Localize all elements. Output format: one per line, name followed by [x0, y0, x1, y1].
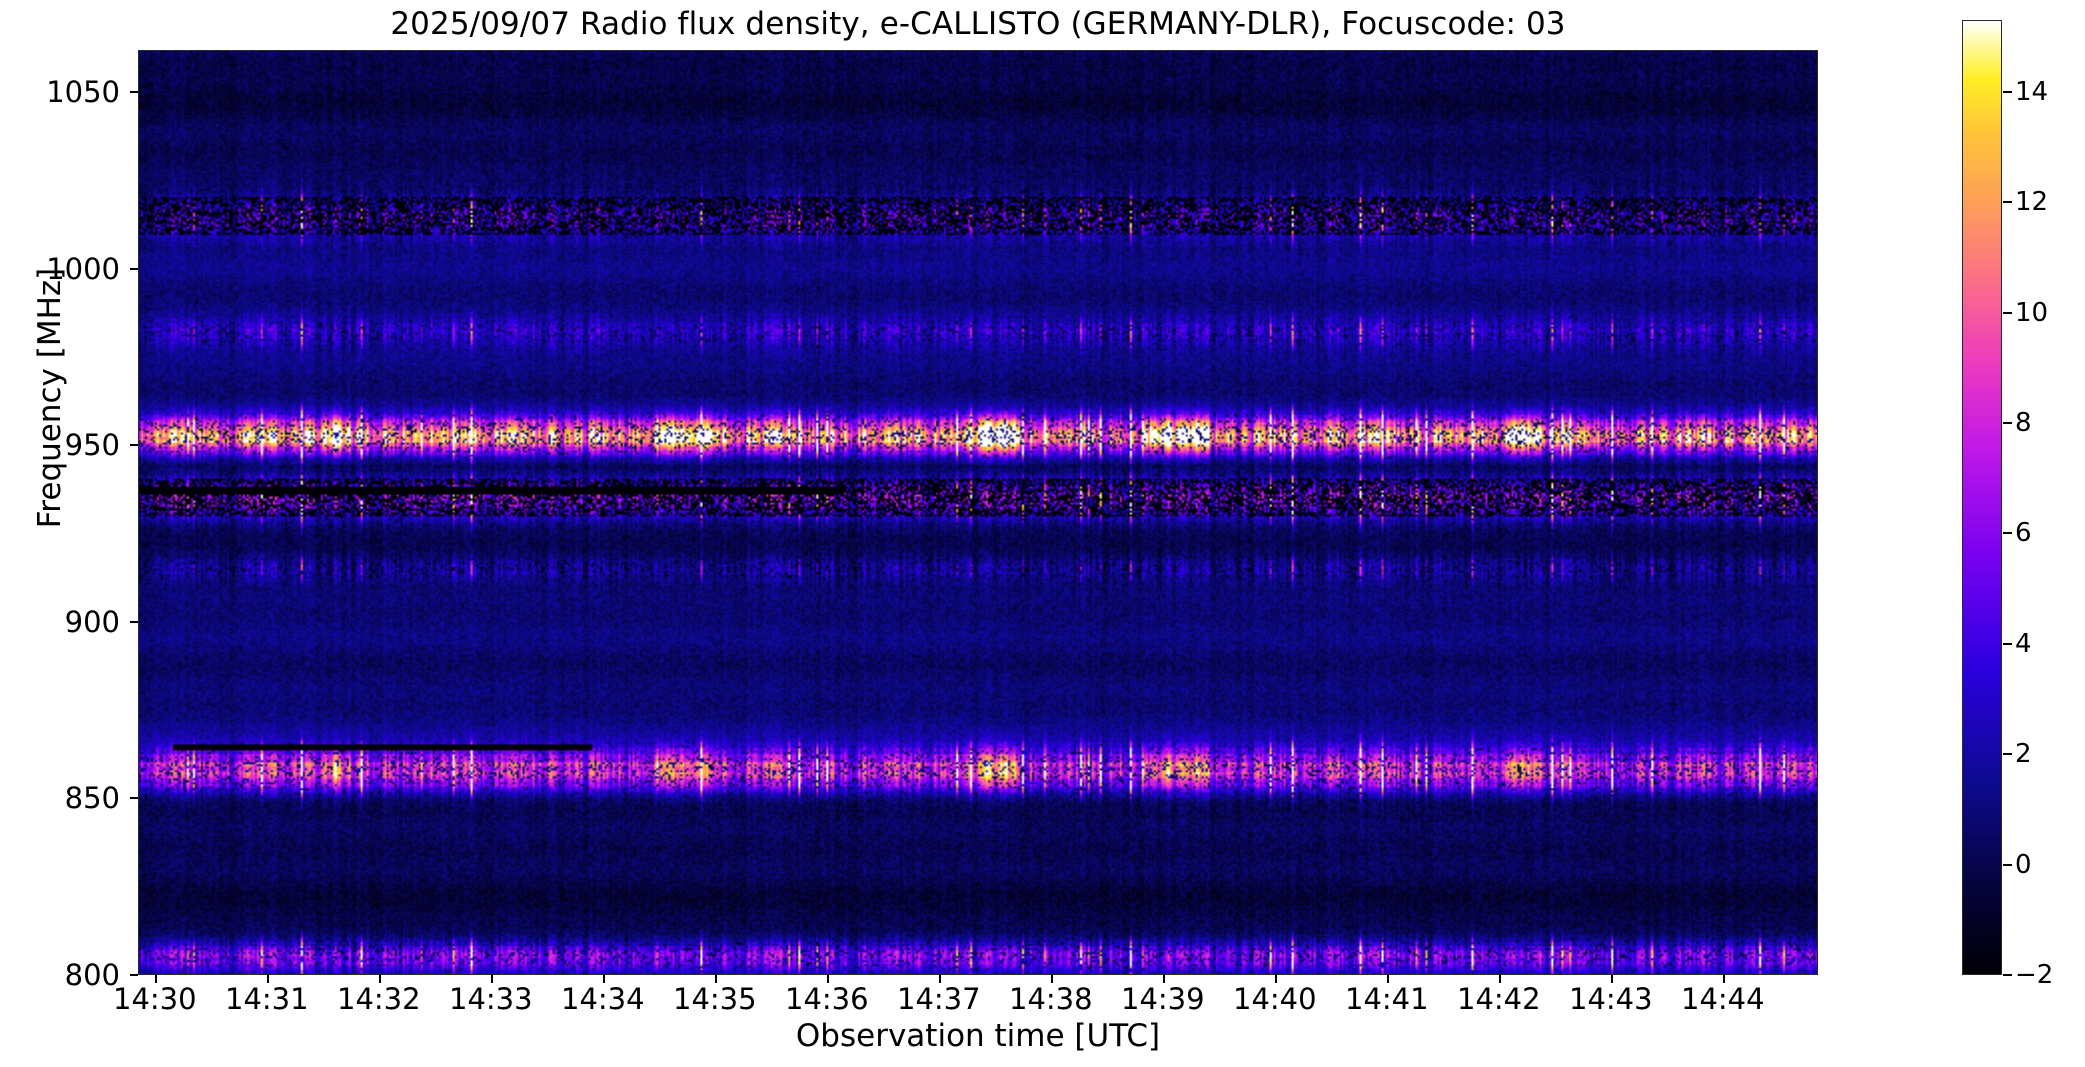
x-tick-mark [1610, 975, 1613, 983]
colorbar-tick-label: 14 [2015, 76, 2049, 107]
x-tick-mark [1386, 975, 1389, 983]
y-tick-mark [130, 91, 138, 94]
x-tick-label: 14:35 [673, 982, 757, 1016]
x-tick-label: 14:31 [225, 982, 309, 1016]
x-tick-mark [378, 975, 381, 983]
spectrogram-image [139, 51, 1817, 974]
x-tick-label: 14:36 [785, 982, 869, 1016]
colorbar-tick-mark [2003, 642, 2012, 645]
x-tick-mark [1050, 975, 1053, 983]
x-tick-label: 14:40 [1233, 982, 1317, 1016]
colorbar-tick-label: 2 [2015, 739, 2032, 770]
colorbar-tick-label: −2 [2015, 960, 2054, 990]
spectrogram-plot-area[interactable] [138, 50, 1818, 975]
y-tick-mark [130, 267, 138, 270]
y-tick-mark [130, 444, 138, 447]
x-tick-mark [490, 975, 493, 983]
x-axis-label: Observation time [UTC] [795, 1018, 1161, 1054]
x-tick-mark [1498, 975, 1501, 983]
colorbar-tick-mark [2003, 201, 2012, 204]
colorbar-tick-label: 8 [2015, 407, 2032, 438]
x-tick-label: 14:37 [897, 982, 981, 1016]
x-tick-mark [154, 975, 157, 983]
x-tick-mark [1722, 975, 1725, 983]
colorbar-tick-mark [2003, 90, 2012, 93]
y-tick-label: 1050 [46, 75, 120, 110]
colorbar-tick-label: 0 [2015, 849, 2032, 880]
x-tick-label: 14:38 [1009, 982, 1093, 1016]
colorbar-tick-label: 12 [2015, 187, 2049, 218]
x-tick-mark [938, 975, 941, 983]
x-tick-mark [714, 975, 717, 983]
y-tick-label: 850 [64, 781, 120, 816]
y-tick-mark [130, 620, 138, 623]
y-tick-label: 800 [64, 958, 120, 992]
x-tick-mark [1274, 975, 1277, 983]
colorbar-tick-label: 10 [2015, 297, 2049, 328]
page-title: 2025/09/07 Radio flux density, e-CALLIST… [390, 6, 1566, 42]
x-tick-label: 14:32 [337, 982, 421, 1016]
y-tick-mark [130, 797, 138, 800]
x-tick-mark [602, 975, 605, 983]
colorbar-tick-mark [2003, 863, 2012, 866]
x-tick-mark [266, 975, 269, 983]
colorbar-tick-mark [2003, 753, 2012, 756]
x-tick-label: 14:41 [1345, 982, 1429, 1016]
y-tick-label: 1000 [46, 251, 120, 286]
y-axis-label: Frequency [MHz] [32, 267, 68, 529]
colorbar-gradient [1963, 21, 2001, 974]
x-tick-mark [826, 975, 829, 983]
colorbar-tick-mark [2003, 421, 2012, 424]
x-tick-label: 14:39 [1121, 982, 1205, 1016]
colorbar-tick-mark [2003, 974, 2012, 976]
x-tick-label: 14:42 [1457, 982, 1541, 1016]
colorbar-tick-mark [2003, 532, 2012, 535]
x-tick-label: 14:33 [449, 982, 533, 1016]
colorbar-tick-label: 6 [2015, 518, 2032, 549]
x-tick-label: 14:30 [113, 982, 197, 1016]
x-tick-mark [1162, 975, 1165, 983]
colorbar[interactable] [1962, 20, 2002, 975]
x-tick-label: 14:44 [1681, 982, 1765, 1016]
y-tick-label: 900 [64, 604, 120, 639]
x-tick-label: 14:34 [561, 982, 645, 1016]
y-tick-mark [130, 974, 138, 976]
colorbar-tick-mark [2003, 311, 2012, 314]
x-tick-label: 14:43 [1569, 982, 1653, 1016]
y-tick-label: 950 [64, 428, 120, 463]
colorbar-tick-label: 4 [2015, 628, 2032, 659]
